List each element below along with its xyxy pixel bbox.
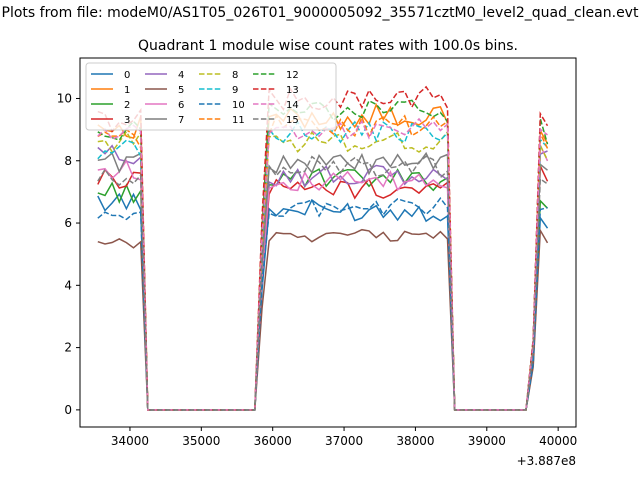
y-tick-label: 6 — [64, 216, 72, 230]
legend-label-1: 1 — [124, 85, 130, 96]
x-tick-label: 35000 — [182, 434, 220, 448]
legend-label-13: 13 — [286, 85, 299, 96]
legend-label-3: 3 — [124, 115, 130, 126]
y-axis-ticks: 0 2 4 6 8 10 — [57, 91, 80, 417]
y-tick-label: 0 — [64, 403, 72, 417]
x-offset-label: +3.887e8 — [517, 454, 576, 468]
legend-label-8: 8 — [232, 70, 238, 81]
legend-label-2: 2 — [124, 100, 130, 111]
legend-box — [85, 62, 337, 131]
series-line-15 — [97, 155, 548, 411]
legend-label-6: 6 — [178, 100, 184, 111]
legend-label-5: 5 — [178, 85, 184, 96]
legend-label-12: 12 — [286, 70, 299, 81]
x-tick-label: 36000 — [254, 434, 292, 448]
y-tick-label: 2 — [64, 341, 72, 355]
legend-label-7: 7 — [178, 115, 184, 126]
legend-label-11: 11 — [232, 115, 245, 126]
axes-frame — [79, 57, 577, 428]
y-tick-label: 4 — [64, 278, 72, 292]
chart-title: Quadrant 1 module wise count rates with … — [138, 38, 518, 54]
legend-label-15: 15 — [286, 115, 299, 126]
y-tick-label: 8 — [64, 154, 72, 168]
y-tick-label: 10 — [57, 91, 72, 105]
x-axis-ticks: 34000 35000 36000 37000 38000 39000 40000 — [111, 427, 577, 448]
legend-label-0: 0 — [124, 70, 130, 81]
legend-label-4: 4 — [178, 70, 184, 81]
legend-label-10: 10 — [232, 100, 245, 111]
chart-suptitle: Plots from file: modeM0/AS1T05_026T01_90… — [2, 5, 639, 21]
x-tick-label: 40000 — [539, 434, 577, 448]
x-tick-label: 34000 — [111, 434, 149, 448]
legend-label-9: 9 — [232, 85, 238, 96]
x-tick-label: 38000 — [396, 434, 434, 448]
legend-label-14: 14 — [286, 100, 299, 111]
x-tick-label: 39000 — [468, 434, 506, 448]
x-tick-label: 37000 — [325, 434, 363, 448]
